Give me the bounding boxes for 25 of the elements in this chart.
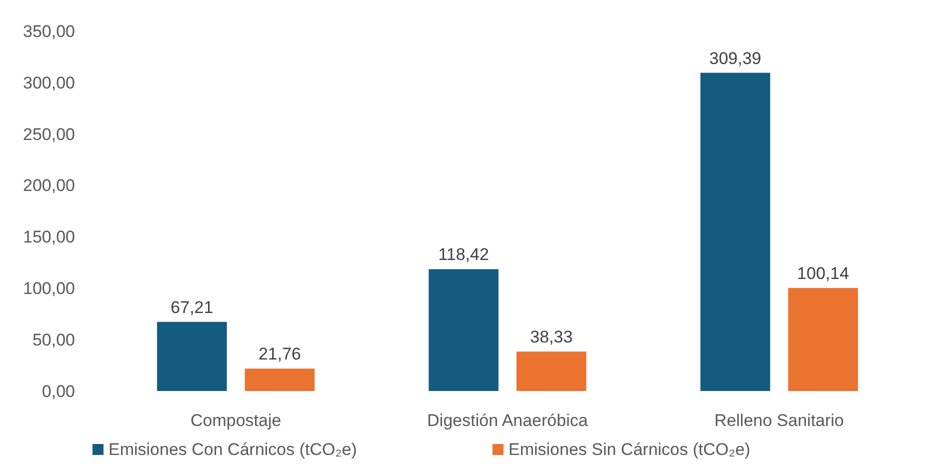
- y-tick-label: 150,00: [23, 228, 75, 247]
- bar: [788, 288, 858, 391]
- data-label: 118,42: [438, 245, 489, 264]
- data-label: 38,33: [530, 328, 573, 347]
- data-label: 100,14: [797, 264, 850, 283]
- y-tick-label: 200,00: [23, 176, 75, 196]
- bar: [244, 368, 315, 391]
- y-tick-label: 300,00: [23, 73, 75, 92]
- data-label: 21,76: [258, 344, 301, 364]
- y-tick-label: 50,00: [32, 330, 75, 350]
- x-tick-label: Compostaje: [190, 411, 282, 430]
- legend-label: Emisiones Con Cárnicos (tCO₂e): [108, 440, 357, 459]
- y-tick-label: 250,00: [23, 124, 75, 144]
- bar: [700, 72, 770, 391]
- y-tick-label: 100,00: [23, 279, 75, 298]
- bar: [428, 269, 498, 391]
- data-label: 67,21: [170, 298, 214, 317]
- x-tick-label: Relleno Sanitario: [714, 411, 844, 430]
- y-tick-label: 0,00: [42, 382, 75, 401]
- x-tick-label: Digestión Anaeróbica: [427, 411, 588, 430]
- legend-label: Emisiones Sin Cárnicos (tCO₂e): [508, 440, 750, 459]
- data-label: 309,39: [709, 48, 762, 68]
- y-tick-label: 350,00: [23, 22, 75, 41]
- bar: [516, 352, 586, 391]
- bar: [157, 322, 227, 391]
